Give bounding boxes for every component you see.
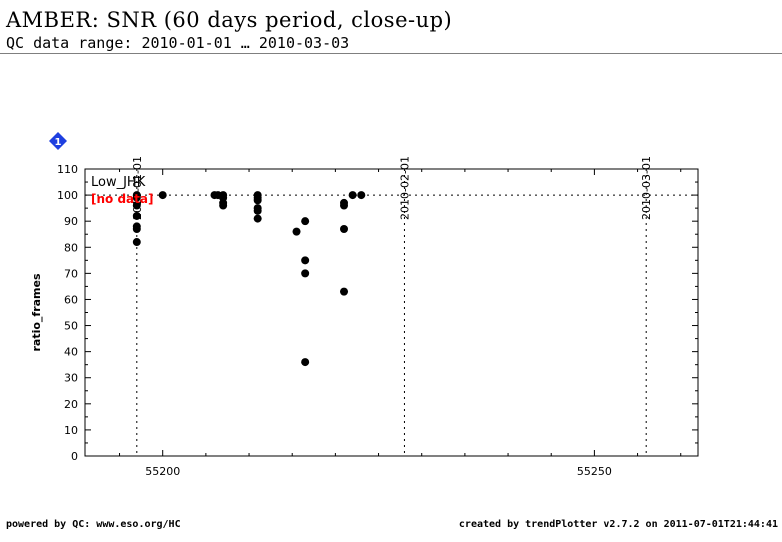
labels-layer: 2010-01-01 2010-02-01 2010-03-01 0 10 20 30 40 5… — [30, 132, 653, 478]
y-tick-label: 80 — [64, 241, 78, 254]
x-tick-label: 55200 — [145, 465, 180, 478]
footer-created-by: created by trendPlotter v2.7.2 on 2011-0… — [458, 519, 778, 530]
data-point — [301, 358, 310, 367]
badge-diamond-icon — [49, 132, 67, 150]
y-tick-label: 40 — [64, 346, 78, 359]
data-point — [301, 217, 310, 226]
data-point — [340, 225, 349, 234]
y-tick-label: 30 — [64, 372, 78, 385]
y-tick-label: 90 — [64, 215, 78, 228]
data-point — [158, 191, 167, 200]
data-point — [219, 201, 228, 210]
chart-subtitle: QC data range: 2010-01-01 … 2010-03-03 — [6, 34, 350, 52]
footer-powered-by: powered by QC: www.eso.org/HC — [6, 519, 181, 530]
data-point — [132, 238, 141, 247]
header-divider — [0, 53, 782, 54]
y-tick-label: 70 — [64, 267, 78, 280]
y-axis-label: ratio_frames — [30, 273, 43, 351]
data-point — [357, 191, 366, 200]
date-marker-label: 2010-03-01 — [640, 156, 653, 220]
data-point — [132, 193, 141, 202]
x-tick-label: 55250 — [577, 465, 612, 478]
y-tick-label: 0 — [71, 450, 78, 463]
data-point — [253, 196, 262, 205]
y-tick-label: 100 — [57, 189, 78, 202]
y-tick-label: 20 — [64, 398, 78, 411]
data-point — [340, 287, 349, 296]
grid-layer — [85, 169, 698, 456]
points-layer — [132, 191, 366, 367]
y-tick-label: 60 — [64, 293, 78, 306]
panel-label: Low_JHK — [91, 175, 146, 190]
data-point — [301, 269, 310, 278]
y-tick-label: 10 — [64, 424, 78, 437]
data-point — [340, 201, 349, 210]
date-marker-label: 2010-02-01 — [398, 156, 411, 220]
data-point — [292, 227, 301, 236]
chart-title: AMBER: SNR (60 days period, close-up) — [6, 8, 453, 32]
y-tick-label: 50 — [64, 320, 78, 333]
axes-layer — [84, 168, 699, 457]
data-point — [253, 206, 262, 215]
data-point — [132, 211, 141, 220]
data-point — [132, 225, 141, 234]
data-point — [301, 256, 310, 265]
data-point — [348, 191, 357, 200]
no-data-note: [no data] — [91, 192, 153, 206]
plot-frame — [84, 168, 699, 457]
data-point — [253, 214, 262, 223]
y-tick-label: 110 — [57, 163, 78, 176]
data-point — [132, 201, 141, 210]
date-marker-label: 2010-01-01 — [131, 156, 144, 220]
badge-label: 1 — [55, 137, 62, 148]
